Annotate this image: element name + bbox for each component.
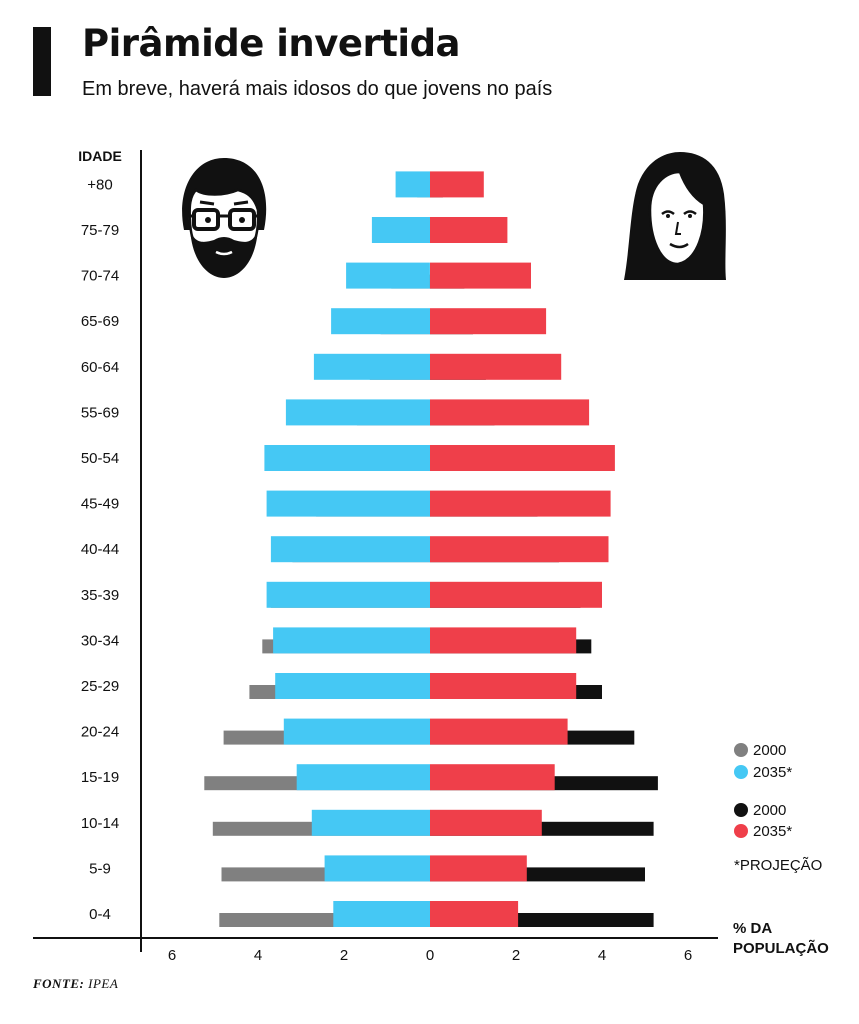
bar-men_2035-25-29 (275, 673, 430, 699)
legend-swatch-women_2035 (734, 824, 748, 838)
bar-women_2035-+80 (430, 171, 484, 198)
bar-men_2035-40-44 (270, 536, 430, 563)
y-tick-label: 60-64 (81, 359, 119, 376)
y-tick-label: 5-9 (89, 860, 111, 877)
bar-men_2035-20-24 (283, 718, 430, 745)
bar-men_2035-60-64 (313, 353, 430, 380)
bars-group (204, 171, 658, 927)
bar-women_2035-55-69 (430, 399, 590, 426)
bar-men_2035-10-14 (311, 809, 431, 836)
woman-face-icon (624, 152, 726, 280)
legend-swatch-men_2000 (734, 743, 748, 757)
bar-women_2035-25-29 (430, 673, 577, 699)
bar-men_2035-5-9 (324, 855, 430, 882)
bar-men_2035-35-39 (266, 581, 430, 608)
bar-women_2035-75-79 (430, 217, 508, 243)
source-value: IPEA (88, 976, 119, 991)
y-tick-label: 20-24 (81, 724, 119, 741)
y-tick-label: 65-69 (81, 313, 119, 330)
bar-women_2035-45-49 (430, 490, 611, 517)
source-note: FONTE: IPEA (33, 976, 118, 992)
y-tick-label: 75-79 (81, 222, 119, 239)
title-accent-bar (33, 27, 51, 96)
legend-swatch-women_2000 (734, 803, 748, 817)
y-tick-label: 25-29 (81, 678, 119, 695)
bar-women_2035-5-9 (430, 855, 527, 882)
y-tick-label: 40-44 (81, 541, 119, 558)
legend-note: *PROJEÇÃO (734, 857, 822, 874)
bar-men_2035-55-69 (285, 399, 430, 426)
bar-women_2035-15-19 (430, 764, 555, 791)
man-face-icon (182, 158, 267, 278)
bar-women_2035-65-69 (430, 308, 547, 335)
chart-subtitle: Em breve, haverá mais idosos do que jove… (82, 78, 553, 100)
bar-women_2035-40-44 (430, 536, 609, 563)
legend-label: 2035* (753, 823, 792, 840)
x-tick-label: 0 (426, 947, 434, 964)
y-axis-title: IDADE (78, 148, 122, 164)
bar-women_2035-35-39 (430, 581, 602, 608)
axes-group: IDADE 0-4 5-9 10-14 15-19 20-24 25-29 30-34 35-3… (33, 148, 829, 964)
x-tick-label: 4 (254, 947, 262, 964)
bar-men_2035-50-54 (264, 445, 430, 471)
y-tick-label: 45-49 (81, 496, 119, 513)
legend-swatch-men_2035 (734, 765, 748, 779)
bar-women_2035-20-24 (430, 718, 568, 745)
y-tick-label: 30-34 (81, 632, 119, 649)
y-tick-label: 50-54 (81, 450, 119, 467)
bar-men_2035-30-34 (273, 627, 430, 654)
bar-men_2035-+80 (395, 171, 430, 198)
bar-men_2035-15-19 (296, 764, 430, 791)
y-tick-label: 70-74 (81, 268, 119, 285)
x-tick-label: 6 (168, 947, 176, 964)
y-tick-label: +80 (87, 176, 112, 193)
legend-label: 2000 (753, 742, 786, 759)
bar-women_2035-0-4 (430, 901, 519, 927)
legend-label: 2000 (753, 802, 786, 819)
x-tick-label: 6 (684, 947, 692, 964)
y-tick-label: 55-69 (81, 404, 119, 421)
bar-men_2035-0-4 (333, 901, 431, 927)
y-tick-label: 0-4 (89, 906, 111, 923)
y-tick-label: 15-19 (81, 769, 119, 786)
x-tick-label: 4 (598, 947, 606, 964)
bar-women_2035-60-64 (430, 353, 562, 380)
y-tick-label: 10-14 (81, 815, 119, 832)
bar-women_2035-10-14 (430, 809, 542, 836)
bar-women_2035-70-74 (430, 262, 531, 289)
bar-men_2035-65-69 (331, 308, 430, 335)
bar-women_2035-50-54 (430, 445, 615, 471)
bar-men_2035-75-79 (371, 217, 430, 243)
chart-title: Pirâmide invertida (82, 22, 461, 65)
source-label: FONTE: (33, 976, 85, 991)
y-tick-label: 35-39 (81, 587, 119, 604)
bar-women_2035-30-34 (430, 627, 577, 654)
legend-label: 2035* (753, 764, 792, 781)
bar-men_2035-70-74 (346, 262, 430, 289)
x-tick-label: 2 (512, 947, 520, 964)
bar-men_2035-45-49 (266, 490, 430, 517)
x-axis-title: % DA POPULAÇÃO (733, 920, 829, 957)
x-tick-label: 2 (340, 947, 348, 964)
